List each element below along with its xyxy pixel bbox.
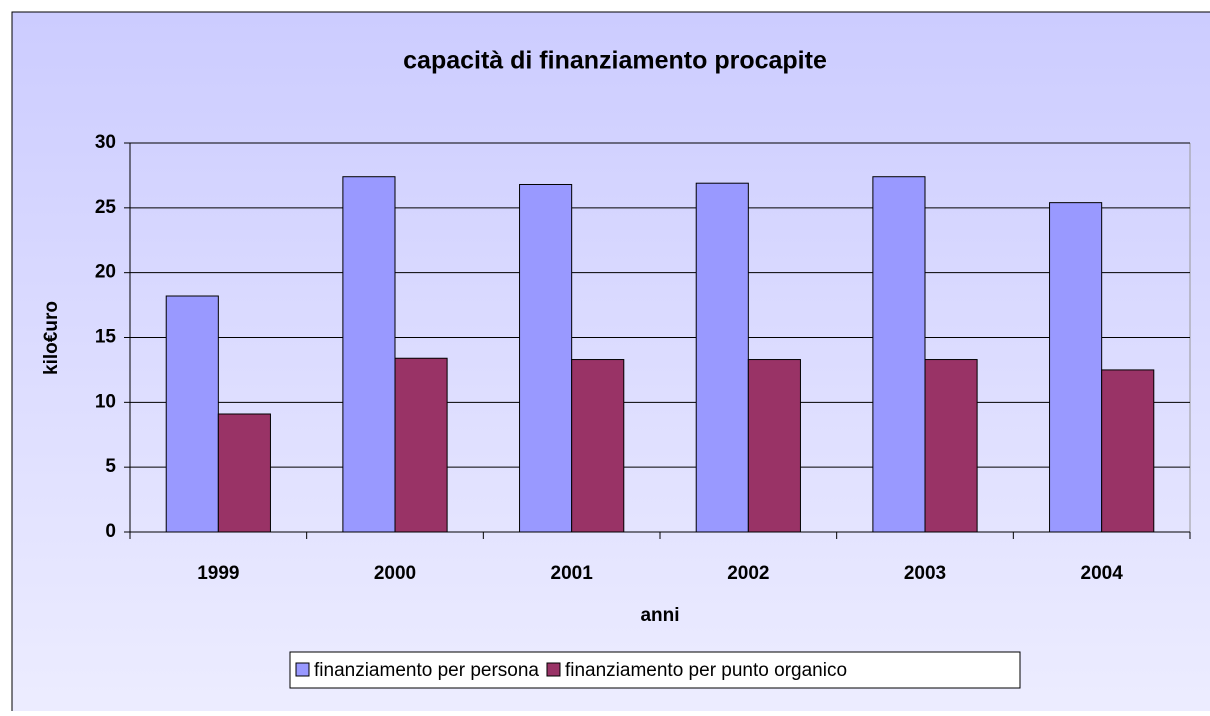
x-tick-label: 2000 <box>374 563 416 584</box>
bar <box>1049 202 1103 533</box>
x-tick-label: 2001 <box>551 563 594 584</box>
bar <box>872 176 926 533</box>
bar <box>165 295 219 533</box>
chart-title: capacità di finanziamento procapite <box>403 47 827 75</box>
y-tick-label: 0 <box>105 521 116 542</box>
legend-label: finanziamento per punto organico <box>565 660 847 681</box>
y-tick-label: 10 <box>95 391 116 412</box>
y-tick-label: 25 <box>95 197 117 218</box>
bar <box>695 182 749 533</box>
legend-swatch <box>546 662 561 677</box>
y-tick-label: 15 <box>95 327 117 348</box>
y-tick-label: 5 <box>105 456 116 477</box>
legend-swatch <box>295 662 310 677</box>
x-tick-label: 2003 <box>904 563 946 584</box>
y-tick-label: 30 <box>95 132 116 153</box>
bar <box>394 357 448 533</box>
legend-label: finanziamento per persona <box>314 660 539 681</box>
x-axis-label: anni <box>640 605 679 626</box>
bar <box>519 183 573 533</box>
legend-box <box>289 651 1021 689</box>
x-tick-label: 2002 <box>727 563 769 584</box>
bar <box>924 359 978 533</box>
y-tick-label: 20 <box>95 262 116 283</box>
x-tick-label: 2004 <box>1081 563 1124 584</box>
bar <box>571 359 625 533</box>
x-tick-label: 1999 <box>197 563 239 584</box>
bar <box>342 176 396 533</box>
bar <box>747 359 801 533</box>
y-axis-label: kilo€uro <box>41 301 62 375</box>
bar <box>217 413 271 533</box>
bar <box>1101 369 1155 533</box>
